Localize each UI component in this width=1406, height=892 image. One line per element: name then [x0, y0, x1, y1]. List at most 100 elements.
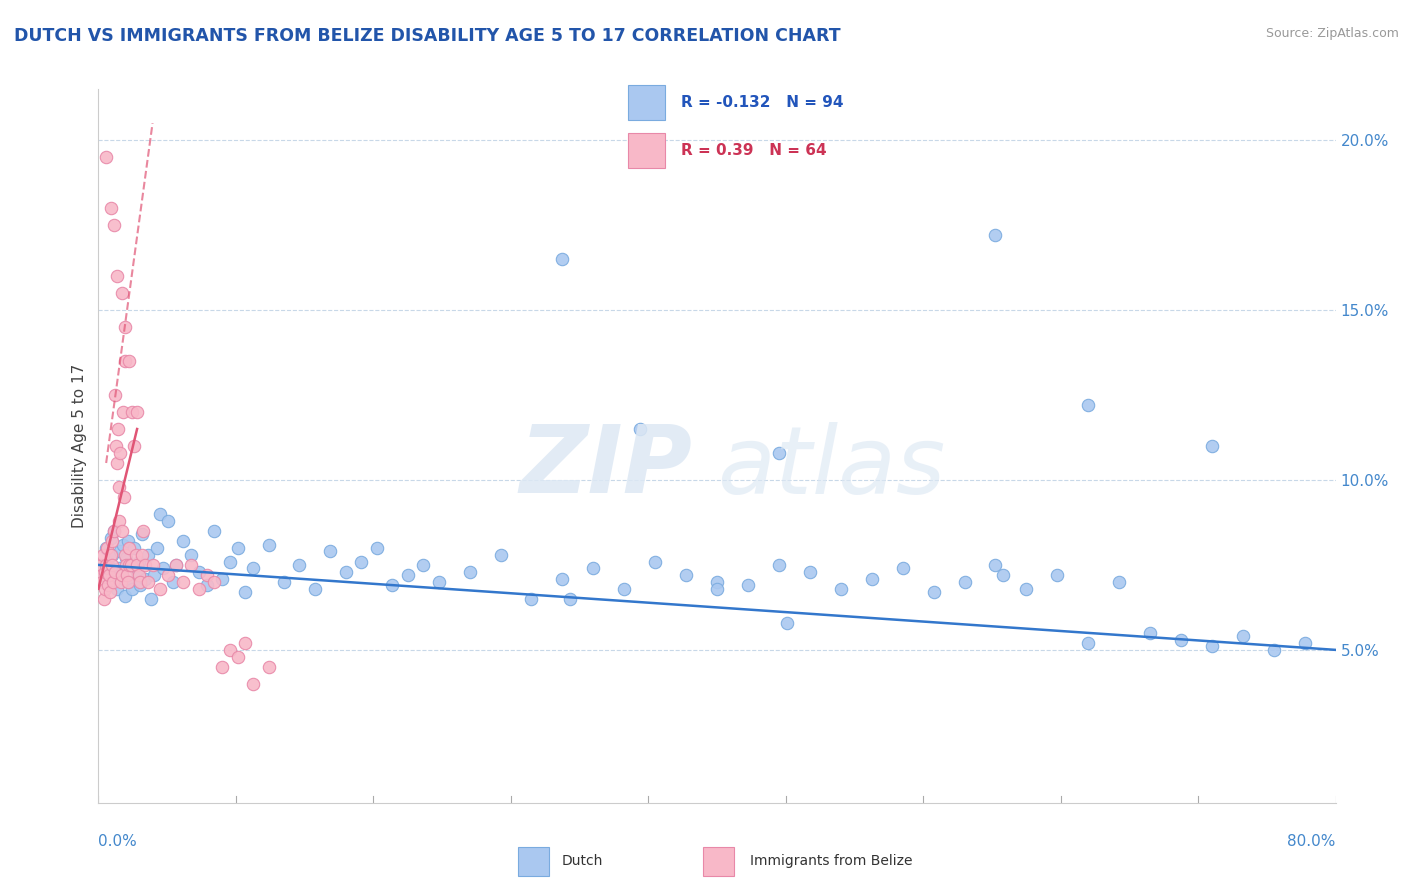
Point	[582, 561, 605, 575]
Point	[115, 551, 138, 566]
Point	[97, 578, 120, 592]
Point	[350, 555, 373, 569]
Point	[768, 446, 790, 460]
Point	[1201, 439, 1223, 453]
Point	[768, 558, 790, 572]
Text: Immigrants from Belize: Immigrants from Belize	[751, 854, 912, 868]
Point	[489, 548, 512, 562]
Point	[108, 514, 131, 528]
Point	[111, 568, 132, 582]
Point	[131, 548, 153, 562]
Point	[984, 228, 1007, 243]
Point	[706, 582, 728, 596]
Point	[105, 456, 128, 470]
Point	[117, 574, 139, 589]
Point	[98, 568, 121, 582]
Point	[103, 218, 125, 232]
Point	[149, 582, 172, 596]
Point	[117, 558, 139, 572]
Point	[103, 524, 125, 538]
Point	[93, 591, 115, 606]
Point	[105, 269, 128, 284]
Point	[96, 541, 118, 555]
Point	[134, 572, 156, 586]
Point	[120, 558, 142, 572]
Point	[136, 548, 159, 562]
Point	[180, 558, 202, 572]
Point	[128, 568, 150, 582]
Point	[188, 582, 211, 596]
Point	[90, 558, 112, 572]
Point	[112, 405, 135, 419]
Point	[152, 561, 174, 575]
Point	[108, 446, 131, 460]
Point	[101, 574, 124, 589]
Point	[139, 591, 162, 606]
Point	[922, 585, 945, 599]
Point	[118, 541, 141, 555]
Point	[143, 568, 166, 582]
Point	[776, 615, 799, 630]
Point	[122, 541, 145, 555]
Point	[1139, 626, 1161, 640]
Point	[111, 286, 132, 301]
Point	[122, 439, 145, 453]
Point	[1108, 574, 1130, 589]
Point	[100, 531, 122, 545]
Point	[273, 574, 295, 589]
Point	[830, 582, 852, 596]
Point	[100, 548, 122, 562]
Point	[146, 541, 169, 555]
Point	[114, 589, 136, 603]
Point	[107, 422, 129, 436]
Point	[1232, 629, 1254, 643]
Point	[235, 636, 257, 650]
Point	[706, 574, 728, 589]
Point	[226, 649, 249, 664]
Point	[1015, 582, 1038, 596]
Point	[101, 548, 124, 562]
Point	[172, 534, 194, 549]
Point	[105, 439, 128, 453]
Text: 0.0%: 0.0%	[98, 834, 138, 849]
Point	[1201, 640, 1223, 654]
Point	[115, 568, 138, 582]
Point	[111, 568, 134, 582]
Point	[118, 574, 141, 589]
Text: R = 0.39   N = 64: R = 0.39 N = 64	[681, 143, 827, 158]
Point	[101, 558, 124, 572]
Point	[737, 578, 759, 592]
Point	[93, 568, 115, 582]
Point	[120, 558, 142, 572]
Point	[860, 572, 883, 586]
Point	[304, 582, 326, 596]
Point	[162, 574, 184, 589]
Point	[104, 388, 127, 402]
Point	[613, 582, 636, 596]
Point	[100, 201, 122, 215]
Point	[107, 561, 129, 575]
Point	[1046, 568, 1069, 582]
Point	[115, 558, 138, 572]
Point	[131, 527, 153, 541]
Point	[195, 578, 218, 592]
Point	[172, 574, 194, 589]
Point	[195, 568, 218, 582]
Point	[108, 544, 131, 558]
Point	[204, 574, 226, 589]
Point	[104, 565, 127, 579]
Text: R = -0.132   N = 94: R = -0.132 N = 94	[681, 95, 844, 110]
Point	[104, 572, 127, 586]
Point	[94, 582, 117, 596]
Point	[112, 537, 135, 551]
Point	[157, 568, 180, 582]
Point	[799, 565, 821, 579]
Point	[110, 574, 132, 589]
Point	[121, 405, 143, 419]
Point	[219, 555, 242, 569]
Point	[129, 578, 152, 592]
Point	[1263, 643, 1285, 657]
Point	[90, 568, 112, 582]
Point	[366, 541, 388, 555]
Point	[211, 660, 233, 674]
